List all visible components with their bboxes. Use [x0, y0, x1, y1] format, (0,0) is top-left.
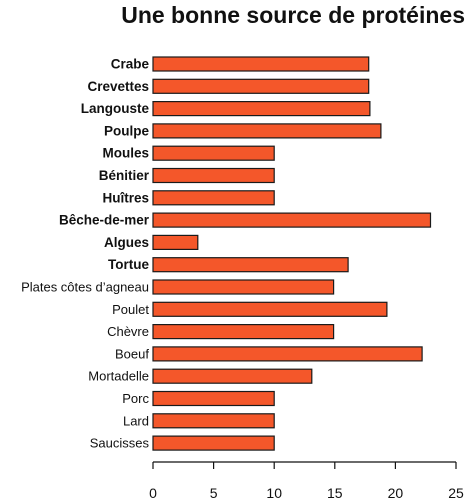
bar-mortadelle — [152, 368, 313, 384]
bar-langouste — [152, 100, 371, 117]
category-label-mortadelle: Mortadelle — [88, 369, 149, 384]
bar-tortue — [152, 257, 349, 273]
bar-saucisses — [152, 435, 275, 451]
category-label-crabe: Crabe — [111, 57, 150, 72]
category-label-porc: Porc — [122, 391, 149, 406]
bar-poulpe — [152, 123, 382, 139]
x-tick-label-20: 20 — [388, 485, 404, 501]
category-label-saucisses: Saucisses — [90, 436, 150, 451]
bar-benitier — [152, 167, 275, 184]
bar-lard — [152, 413, 275, 429]
category-label-algues: Algues — [104, 235, 149, 250]
bar-plates-cotes-d-agneau — [152, 279, 335, 295]
category-label-chevre: Chèvre — [107, 324, 149, 339]
category-label-langouste: Langouste — [81, 101, 150, 116]
category-label-crevettes: Crevettes — [87, 79, 149, 94]
x-tick-label-10: 10 — [266, 485, 282, 501]
category-label-benitier: Bénitier — [99, 168, 150, 183]
x-tick-label-25: 25 — [448, 485, 464, 501]
bar-crabe — [152, 56, 370, 72]
bar-porc — [152, 390, 275, 407]
bar-chevre — [152, 324, 335, 340]
x-tick-label-0: 0 — [149, 485, 157, 501]
category-label-tortue: Tortue — [108, 257, 149, 272]
category-label-plates-cotes-d-agneau: Plates côtes d’agneau — [21, 280, 149, 295]
category-label-beche-de-mer: Bêche-de-mer — [59, 213, 150, 228]
x-tick-label-15: 15 — [327, 485, 343, 501]
category-label-lard: Lard — [123, 413, 149, 428]
x-axis: 0 5 10 15 20 25 — [149, 461, 464, 501]
bar-crevettes — [152, 78, 370, 94]
bar-algues — [152, 234, 199, 250]
category-label-boeuf: Boeuf — [115, 346, 149, 361]
category-labels-group: Crabe Crevettes Langouste Poulpe Moules Bénit… — [21, 57, 150, 451]
category-label-moules: Moules — [102, 146, 149, 161]
category-label-poulet: Poulet — [112, 302, 149, 317]
bar-beche-de-mer — [152, 212, 432, 228]
bars-group — [152, 56, 432, 451]
x-tick-label-5: 5 — [210, 485, 218, 501]
category-label-poulpe: Poulpe — [104, 123, 149, 138]
chart-title: Une bonne source de protéines — [121, 2, 465, 28]
bar-boeuf — [152, 346, 423, 362]
bar-huitres — [152, 190, 275, 206]
bar-moules — [152, 145, 275, 161]
category-label-huitres: Huîtres — [102, 190, 149, 205]
bar-poulet — [152, 301, 388, 317]
